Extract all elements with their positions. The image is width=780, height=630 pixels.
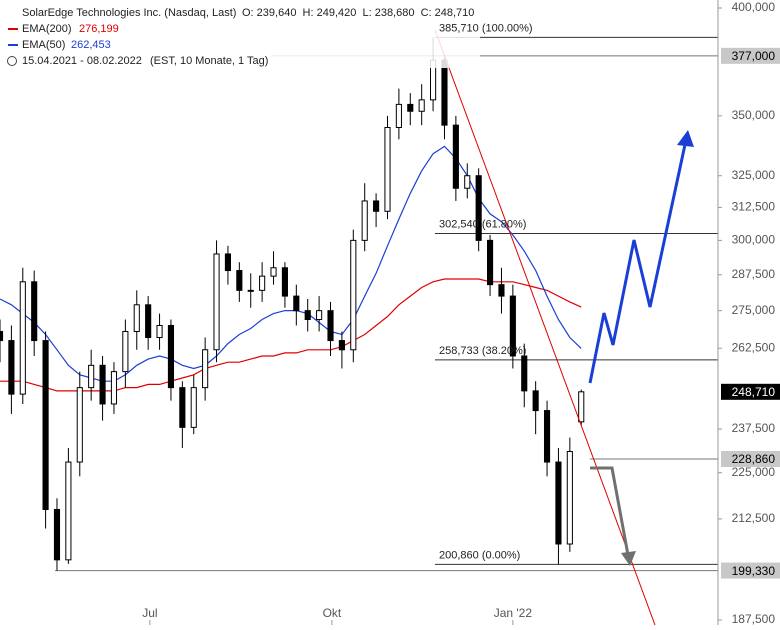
candle-body <box>521 355 528 392</box>
candle-body <box>42 340 49 510</box>
price-badge-label: 248,710 <box>732 385 776 399</box>
candle-body <box>338 340 345 351</box>
candle-body <box>486 239 494 286</box>
candle-body <box>350 239 357 351</box>
fib-label: 385,710 (100.00%) <box>439 22 533 34</box>
y-tick-label: 300,000 <box>732 233 776 247</box>
y-tick-label: 287,500 <box>732 267 776 281</box>
price-badge <box>721 562 780 579</box>
y-tick-label: 400,000 <box>732 0 776 14</box>
candle-body <box>76 387 83 463</box>
candle-body <box>418 99 425 112</box>
candle-body <box>167 324 175 389</box>
price-badge <box>721 47 780 64</box>
legend-label: EMA(50) <box>22 39 65 51</box>
candle-body <box>88 364 95 389</box>
arrow-head <box>677 130 694 147</box>
candle-body <box>122 330 129 373</box>
legend-label: EMA(200) <box>22 23 72 35</box>
candle-body <box>224 253 232 272</box>
candle-body <box>156 324 163 339</box>
fib-label: 258,733 (38.20%) <box>439 345 526 357</box>
y-tick-label: 187,500 <box>732 612 776 625</box>
price-badge-label: 228,860 <box>732 452 776 466</box>
fib-label: 302,540 (61.80%) <box>439 218 526 230</box>
candle-body <box>270 267 277 277</box>
ema-line <box>0 145 582 382</box>
candle-body <box>464 175 471 189</box>
header: SolarEdge Technologies Inc. (Nasdaq, Las… <box>0 4 480 68</box>
scenario-down-arrow <box>590 466 630 556</box>
candle-body <box>259 275 266 291</box>
y-tick-label: 225,000 <box>732 465 776 479</box>
candle-body <box>475 175 482 241</box>
period-note: (EST, 10 Monate, 1 Tag) <box>150 55 268 67</box>
y-tick-label: 275,000 <box>732 303 776 317</box>
candle-body <box>110 371 118 405</box>
price-badge <box>721 450 780 467</box>
header-title: SolarEdge Technologies Inc. (Nasdaq, Las… <box>22 7 236 19</box>
price-badge-label: 199,330 <box>732 564 776 578</box>
candle-body <box>498 284 505 297</box>
candle-body <box>202 349 209 389</box>
candle-body <box>304 310 311 321</box>
candle-body <box>0 330 4 342</box>
candle-body <box>327 310 334 342</box>
candle-body <box>316 310 323 321</box>
candle-body <box>65 461 72 561</box>
x-tick-label: Jan '22 <box>494 606 533 620</box>
candle-body <box>395 103 402 128</box>
candle-body <box>145 304 152 339</box>
candle-body <box>578 391 585 423</box>
x-tick-label: Jul <box>142 606 157 620</box>
candle-body <box>53 508 61 561</box>
candle-body <box>532 390 539 412</box>
candle-body <box>384 126 391 212</box>
y-tick-label: 325,000 <box>732 168 776 182</box>
period: 15.04.2021 - 08.02.2022 <box>22 55 142 67</box>
candle-body <box>281 267 288 297</box>
y-tick-label: 350,000 <box>732 108 776 122</box>
candle-body <box>407 103 414 112</box>
y-tick-label: 237,500 <box>732 421 776 435</box>
candle-body <box>452 124 459 189</box>
candle-body <box>31 281 38 342</box>
scenario-up-arrow <box>588 139 688 384</box>
y-tick-label: 312,500 <box>732 200 776 214</box>
candle-body <box>99 364 106 405</box>
candle-body <box>566 450 573 545</box>
candle-body <box>293 295 300 312</box>
candle-body <box>236 270 243 291</box>
y-tick-label: 212,500 <box>732 511 776 525</box>
candle-body <box>190 387 197 428</box>
legend-value: 276,199 <box>79 23 119 35</box>
arrow-head <box>621 551 636 566</box>
candle-body <box>543 410 551 463</box>
y-tick-label: 262,500 <box>732 340 776 354</box>
candle-body <box>373 200 380 212</box>
candle-body <box>133 304 140 332</box>
trend-line <box>434 29 656 626</box>
x-tick-label: Okt <box>323 606 342 620</box>
candle-body <box>555 461 562 545</box>
price-badge-label: 377,000 <box>732 49 776 63</box>
plot-area <box>0 36 718 572</box>
ema-line <box>0 278 582 392</box>
candle-body <box>213 253 220 351</box>
candle-body <box>247 289 254 292</box>
candle-body <box>8 340 15 395</box>
candle-body <box>441 59 448 126</box>
fib-label: 200,860 (0.00%) <box>439 549 520 561</box>
candle-body <box>179 387 186 428</box>
candle-body <box>19 281 26 395</box>
candle-body <box>509 295 516 357</box>
candle-body <box>361 200 368 241</box>
price-badge <box>721 383 780 400</box>
legend-value: 262,453 <box>71 39 111 51</box>
header-ohlc: O: 239,640 H: 249,420 L: 238,680 C: 248,… <box>242 7 474 19</box>
header-bg <box>0 4 480 68</box>
clock-icon <box>7 56 17 66</box>
